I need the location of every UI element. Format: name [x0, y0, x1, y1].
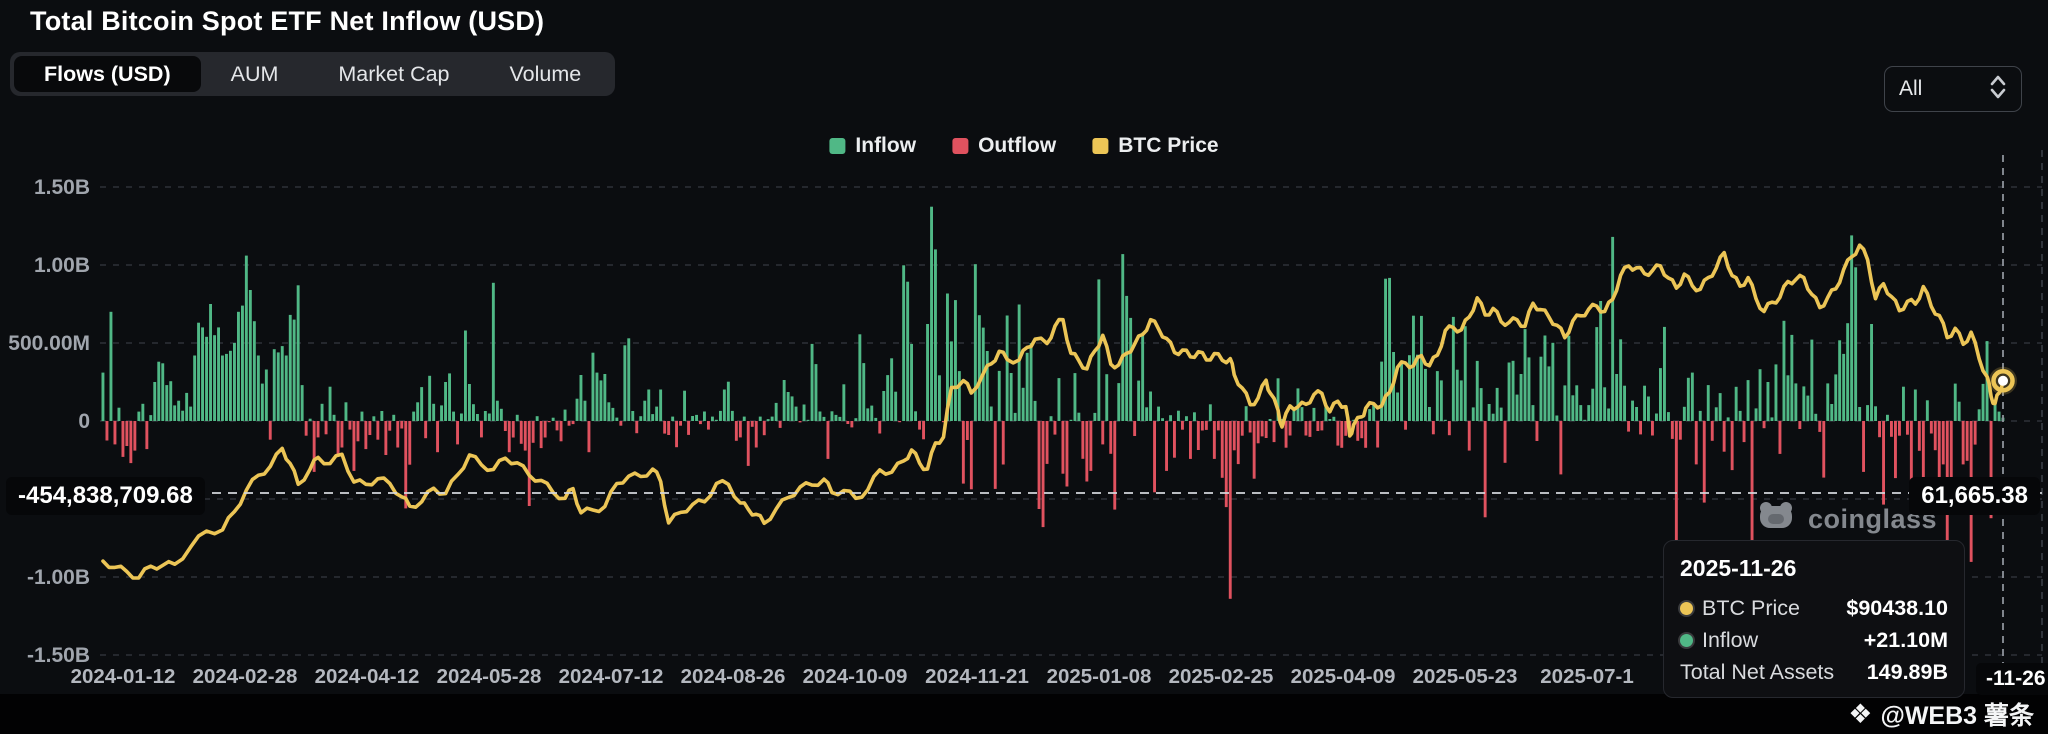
svg-text:2024-07-12: 2024-07-12 — [559, 665, 664, 688]
legend-item-outflow[interactable]: Outflow — [952, 134, 1056, 158]
crosshair-y-left-label: -454,838,709.68 — [6, 477, 205, 515]
svg-text:2024-04-12: 2024-04-12 — [315, 665, 420, 688]
tooltip-row-label: Total Net Assets — [1680, 660, 1835, 684]
svg-text:2025-07-1: 2025-07-1 — [1540, 665, 1633, 688]
svg-text:2024-11-21: 2024-11-21 — [925, 665, 1029, 688]
tab-aum[interactable]: AUM — [230, 61, 279, 86]
svg-text:1.00B: 1.00B — [34, 254, 90, 277]
tab-flows-usd[interactable]: Flows (USD) — [14, 56, 201, 92]
svg-text:-1.50B: -1.50B — [27, 644, 90, 667]
svg-text:0: 0 — [78, 410, 90, 433]
credit-text: @WEB3 薯条 — [1880, 702, 2034, 730]
tooltip-row: Inflow +21.10M — [1680, 628, 1948, 653]
flows-chart[interactable]: 1.50B 1.00B 500.00M 0 -1.00B -1.50B2024-01-12… — [0, 130, 2048, 734]
legend-swatch — [829, 138, 846, 154]
tooltip-series-dot — [1680, 634, 1693, 647]
btc-price-line — [101, 243, 2005, 580]
tooltip-row: BTC Price $90438.10 — [1680, 596, 1948, 621]
svg-text:2024-08-26: 2024-08-26 — [681, 665, 786, 688]
tooltip-row-value: 149.89B — [1866, 660, 1948, 684]
legend-swatch — [952, 138, 969, 154]
x-axis-labels: 2024-01-12 2024-02-28 2024-04-12 2024-05-28… — [71, 665, 1634, 688]
legend-label: BTC Price — [1118, 134, 1219, 157]
diamond-logo-icon: ❖ — [1848, 698, 1873, 729]
svg-text:-1.00B: -1.00B — [27, 566, 90, 589]
coinglass-logo-icon — [1756, 500, 1796, 539]
tooltip-row-label: BTC Price — [1702, 596, 1800, 620]
svg-text:2024-05-28: 2024-05-28 — [437, 665, 542, 688]
tab-volume[interactable]: Volume — [509, 61, 582, 86]
last-point-marker — [1989, 366, 2017, 395]
crosshair-x-label: -11-26 — [1976, 663, 2048, 695]
range-dropdown[interactable]: All — [1884, 66, 2022, 112]
tooltip-row: Total Net Assets 149.89B — [1680, 660, 1948, 685]
svg-text:2025-04-09: 2025-04-09 — [1291, 665, 1396, 688]
legend-item-btc-price[interactable]: BTC Price — [1092, 134, 1219, 158]
tooltip-rows: BTC Price $90438.10 Inflow +21.10M Total Net… — [1680, 596, 1948, 685]
svg-text:1.50B: 1.50B — [34, 176, 90, 199]
svg-text:500.00M: 500.00M — [8, 332, 90, 355]
tab-market-cap[interactable]: Market Cap — [338, 61, 450, 86]
legend-label: Inflow — [855, 134, 917, 157]
inflow-outflow-bars — [101, 206, 2005, 599]
svg-text:2024-10-09: 2024-10-09 — [803, 665, 908, 688]
chart-legend: Inflow Outflow BTC Price — [829, 134, 1219, 158]
legend-item-inflow[interactable]: Inflow — [829, 134, 916, 158]
updown-chevron-icon — [1989, 74, 2007, 105]
svg-text:2024-01-12: 2024-01-12 — [71, 665, 176, 688]
svg-text:2025-05-23: 2025-05-23 — [1413, 665, 1518, 688]
tooltip-row-value: $90438.10 — [1846, 596, 1948, 620]
page-title: Total Bitcoin Spot ETF Net Inflow (USD) — [30, 6, 545, 36]
legend-swatch — [1092, 138, 1109, 154]
tooltip-row-value: +21.10M — [1863, 628, 1948, 652]
svg-text:2025-01-08: 2025-01-08 — [1047, 665, 1152, 688]
tooltip-date: 2025-11-26 — [1680, 555, 1797, 581]
crosshair-y-right-label: 61,665.38 — [1909, 477, 2040, 515]
range-dropdown-value: All — [1899, 77, 1923, 100]
tooltip-row-label: Inflow — [1702, 628, 1759, 652]
chart-tabs: Flows (USD) AUM Market Cap Volume — [10, 52, 616, 96]
svg-text:2024-02-28: 2024-02-28 — [193, 665, 298, 688]
y-axis-labels: 1.50B 1.00B 500.00M 0 -1.00B -1.50B — [8, 176, 90, 667]
tooltip-series-dot — [1680, 602, 1693, 615]
legend-label: Outflow — [978, 134, 1057, 157]
footer-bar: ❖ @WEB3 薯条 — [0, 694, 2048, 734]
svg-text:2025-02-25: 2025-02-25 — [1169, 665, 1274, 688]
chart-tooltip: 2025-11-26 BTC Price $90438.10 Inflow +21.1… — [1663, 540, 1965, 698]
credit-watermark: ❖ @WEB3 薯条 — [1848, 696, 2034, 732]
